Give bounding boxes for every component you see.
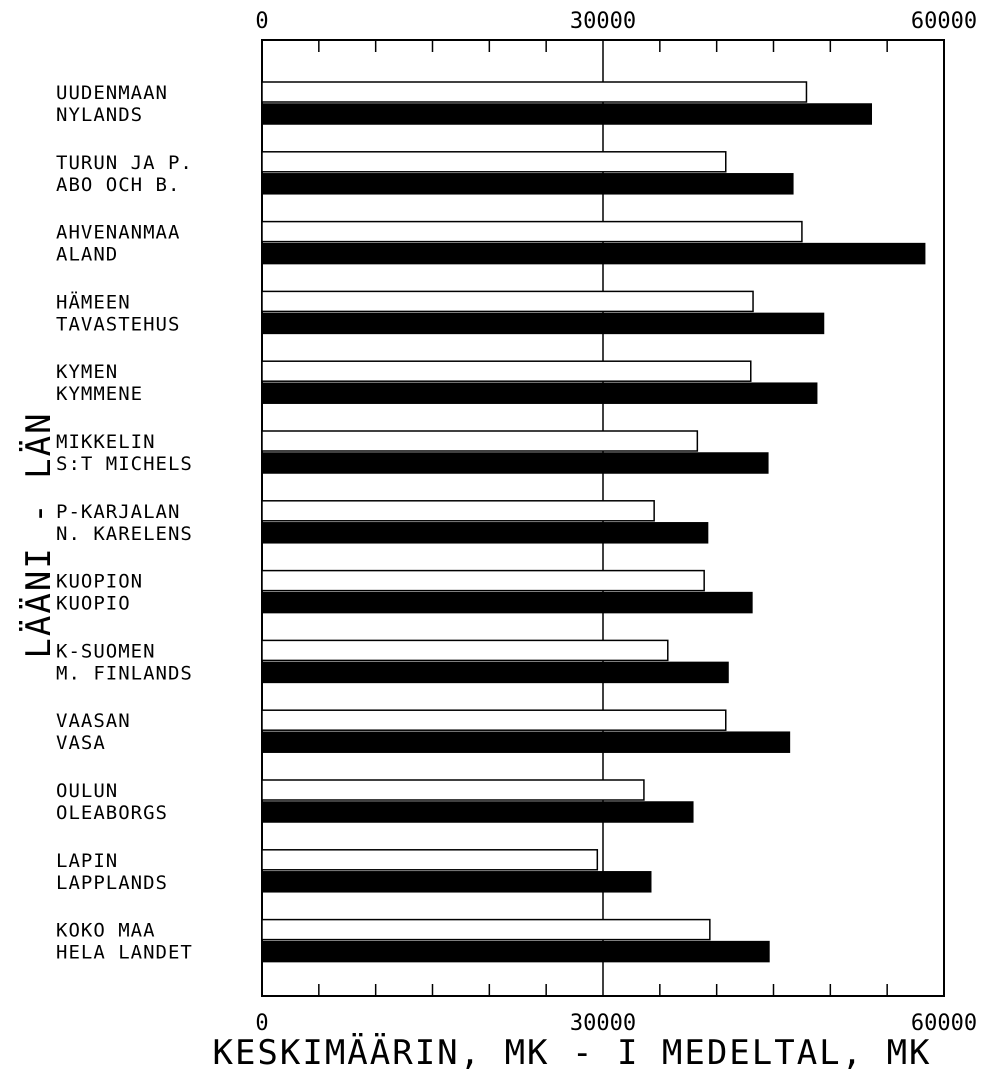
category-label: HELA LANDET [56, 942, 193, 964]
y-axis-title: LÄÄNI - LÄN [19, 411, 59, 658]
bar-dark [261, 382, 818, 404]
category-label: AHVENANMAA [56, 222, 180, 244]
bar-light [261, 360, 752, 382]
bar-dark [261, 103, 873, 125]
bar-dark [261, 242, 926, 265]
category-label: KYMEN [56, 361, 118, 383]
bar-light [261, 709, 727, 731]
x-axis-title: KESKIMÄÄRIN, MK - I MEDELTAL, MK [212, 1033, 931, 1073]
bar-dark [261, 661, 729, 684]
x-tick-label-top: 30000 [570, 9, 636, 34]
category-label: P-KARJALAN [56, 501, 180, 523]
category-label: VASA [56, 732, 106, 754]
category-label: KOKO MAA [56, 920, 156, 942]
bar-light [261, 918, 711, 941]
category-label: MIKKELIN [56, 431, 156, 453]
x-tick-label-top: 60000 [911, 9, 977, 34]
bar-dark [261, 940, 770, 963]
bar-dark [261, 591, 753, 614]
category-label: LAPIN [56, 850, 118, 872]
category-label: KYMMENE [56, 383, 143, 405]
category-label: TURUN JA P. [56, 152, 193, 174]
x-tick-label-bottom: 60000 [911, 1011, 977, 1036]
category-label: VAASAN [56, 710, 131, 732]
bar-dark [261, 871, 652, 893]
bar-dark [261, 173, 794, 195]
category-label: UUDENMAAN [56, 82, 168, 104]
tick-labels: 0 0 30000 30000 60000 60000 [255, 9, 977, 1036]
category-label: K-SUOMEN [56, 640, 156, 662]
category-label: OLEABORGS [56, 802, 168, 824]
category-label: KUOPIO [56, 593, 131, 615]
bar-dark [261, 452, 769, 474]
x-tick-label-top: 0 [255, 9, 268, 34]
x-tick-label-bottom: 30000 [570, 1011, 636, 1036]
category-label: NYLANDS [56, 104, 143, 126]
bar-light [261, 81, 808, 103]
bar-light [261, 290, 754, 313]
bar-dark [261, 801, 694, 823]
bar-dark [261, 522, 709, 544]
category-label: LAPPLANDS [56, 872, 168, 894]
bar-light [261, 849, 599, 871]
category-label: S:T MICHELS [56, 453, 193, 475]
bar-dark [261, 731, 791, 753]
bar-light [261, 569, 705, 592]
bar-light [261, 220, 803, 243]
category-label: M. FINLANDS [56, 662, 193, 684]
bar-light [261, 151, 727, 173]
category-label: ALAND [56, 244, 118, 266]
category-label: OULUN [56, 780, 118, 802]
category-label: N. KARELENS [56, 523, 193, 545]
category-label: HÄMEEN [56, 290, 131, 313]
bar-light [261, 779, 645, 801]
category-label: TAVASTEHUS [56, 313, 180, 335]
x-tick-label-bottom: 0 [255, 1011, 268, 1036]
category-label: KUOPION [56, 571, 143, 593]
bar-light [261, 500, 655, 522]
bar-dark [261, 312, 825, 335]
category-label: ABO OCH B. [56, 174, 180, 196]
bar-light [261, 639, 669, 662]
bar-light [261, 430, 699, 452]
plot-area [261, 39, 945, 997]
